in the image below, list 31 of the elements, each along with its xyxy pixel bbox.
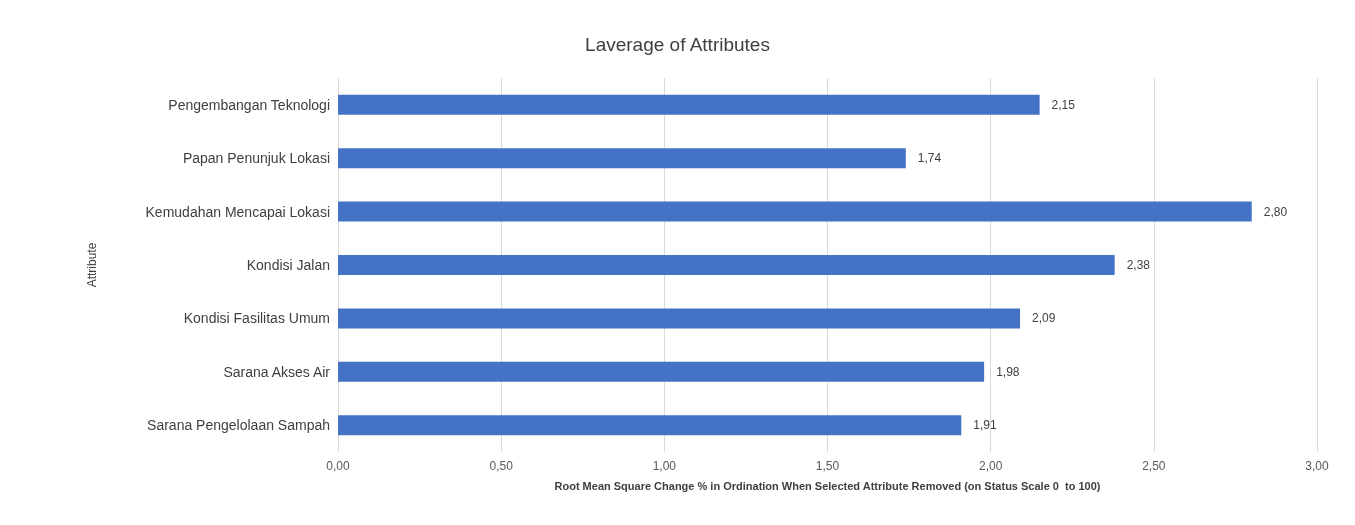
chart-title: Laverage of Attributes [585, 34, 770, 55]
y-tick-label: Kemudahan Mencapai Lokasi [145, 203, 330, 220]
bar [338, 94, 1040, 115]
data-label: 2,15 [1051, 97, 1076, 112]
data-label: 1,98 [996, 364, 1020, 379]
bar [338, 308, 1021, 329]
data-label: 2,80 [1263, 204, 1288, 219]
bar [338, 255, 1115, 275]
data-label: 1,74 [917, 151, 942, 166]
y-tick-label: Pengembangan Teknologi [168, 96, 330, 113]
y-tick-label: Papan Penunjuk Lokasi [182, 150, 330, 167]
x-tick-label: 1,00 [652, 459, 677, 473]
x-tick-label: 2,00 [978, 459, 1003, 473]
y-tick-label: Kondisi Jalan [246, 257, 330, 273]
x-tick-label: 3,00 [1305, 459, 1329, 473]
y-axis-title: Attribute [85, 242, 99, 288]
bar [338, 361, 985, 382]
x-tick-label: 0,00 [326, 459, 350, 473]
x-axis-title: Root Mean Square Change % in Ordination When Selected Attribute Removed (on Status Scale 0 to 100) [554, 479, 1101, 492]
x-tick-label: 1,50 [815, 459, 840, 473]
bar [338, 148, 906, 169]
y-tick-label: Kondisi Fasilitas Umum [183, 310, 330, 327]
data-label: 2,09 [1032, 311, 1056, 326]
y-tick-label: Sarana Pengelolaan Sampah [147, 417, 330, 434]
data-label: 2,38 [1126, 258, 1151, 272]
data-label: 1,91 [973, 418, 997, 433]
bar [338, 201, 1252, 222]
x-tick-label: 2,50 [1142, 459, 1166, 473]
bar [338, 415, 962, 436]
x-tick-label: 0,50 [489, 459, 514, 473]
y-tick-label: Sarana Akses Air [223, 363, 331, 380]
